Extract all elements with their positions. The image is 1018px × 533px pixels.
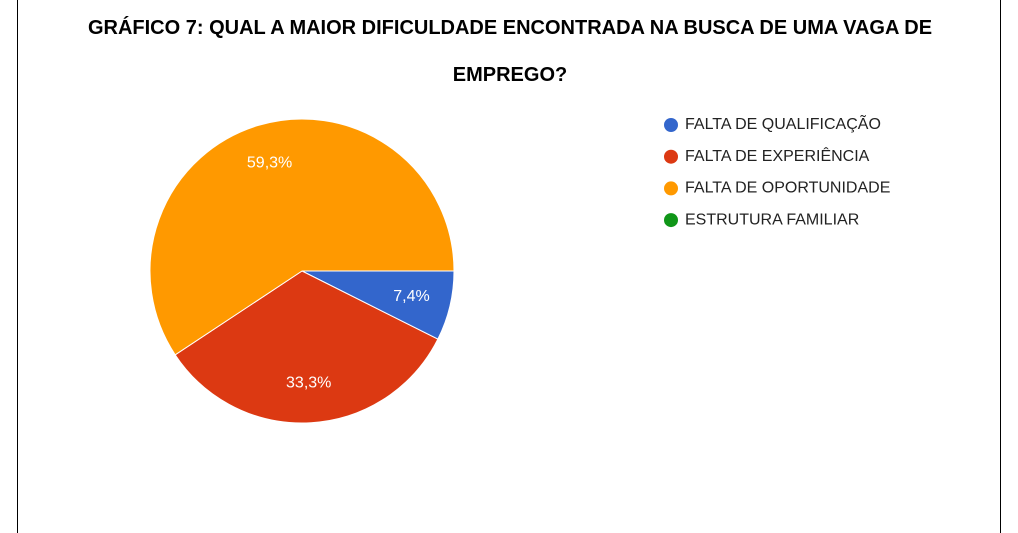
frame: GRÁFICO 7: QUAL A MAIOR DIFICULDADE ENCO…	[17, 0, 1001, 533]
legend-label: FALTA DE OPORTUNIDADE	[685, 180, 890, 197]
legend-marker	[664, 118, 678, 132]
legend-marker	[664, 149, 678, 164]
data-label: 33,3%	[286, 374, 331, 391]
data-label: 59,3%	[247, 155, 292, 172]
legend-label: FALTA DE QUALIFICAÇÃO	[685, 113, 881, 133]
legend-marker	[664, 213, 678, 228]
pie-slice	[149, 118, 455, 356]
legend-label: ESTRUTURA FAMILIAR	[685, 211, 859, 228]
chart-title: GRÁFICO 7: QUAL A MAIOR DIFICULDADE ENCO…	[87, 17, 933, 86]
data-label: 7,4%	[393, 288, 429, 305]
legend-label: FALTA DE EXPERIÊNCIA	[685, 146, 870, 165]
pie-slice	[174, 270, 439, 424]
legend-marker	[664, 181, 678, 196]
